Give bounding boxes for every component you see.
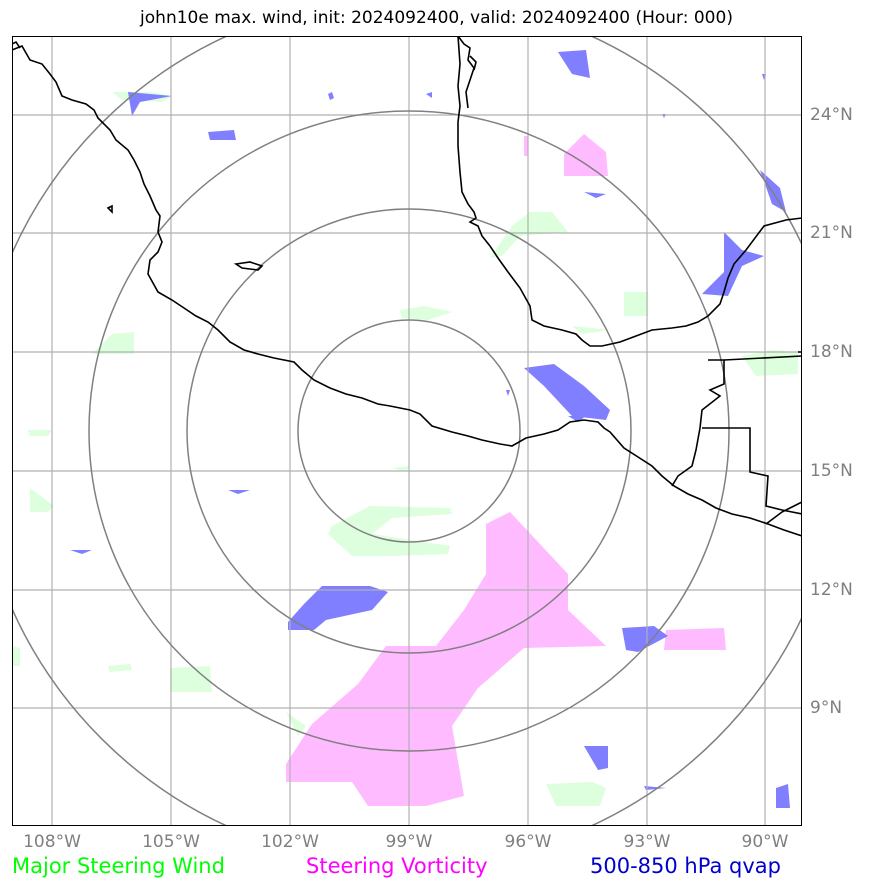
qvap-area	[208, 130, 236, 140]
lon-label-108W: 108°W	[23, 832, 81, 852]
qvap-area	[776, 784, 790, 808]
lat-label-18N: 18°N	[810, 342, 853, 362]
wind-area	[108, 664, 132, 672]
wind-area	[328, 506, 452, 556]
range-ring-2	[186, 208, 632, 654]
range-rings	[12, 36, 802, 826]
qvap-area	[328, 92, 334, 100]
legend-steering-vorticity: Steering Vorticity	[306, 854, 488, 878]
lon-label-96W: 96°W	[504, 832, 552, 852]
qvap-area	[760, 170, 786, 212]
qvap-area	[426, 92, 432, 98]
lon-label-90W: 90°W	[741, 832, 789, 852]
cabo-tip	[12, 40, 21, 49]
qvap-area	[568, 416, 586, 422]
el-salvador-coast	[765, 501, 802, 525]
chiapas-border	[702, 427, 802, 515]
map-border	[12, 36, 802, 826]
lat-label-12N: 12°N	[810, 580, 853, 600]
map-panel	[12, 36, 802, 826]
lon-label-105W: 105°W	[142, 832, 200, 852]
lat-label-21N: 21°N	[810, 223, 853, 243]
guatemala-border	[671, 359, 725, 487]
legend-qvap: 500-850 hPa qvap	[590, 854, 781, 878]
wind-area	[624, 292, 648, 316]
lon-label-99W: 99°W	[385, 832, 433, 852]
steering-vorticity-areas	[286, 134, 726, 806]
map-canvas	[12, 36, 802, 826]
qvap-area	[644, 786, 666, 790]
wind-area	[12, 646, 20, 666]
vorticity-area	[664, 628, 726, 650]
gulf-coast	[457, 36, 802, 347]
range-ring-3	[88, 110, 730, 752]
lat-label-24N: 24°N	[810, 105, 853, 125]
vorticity-area	[286, 512, 606, 806]
wind-area	[546, 782, 606, 806]
wind-area	[572, 326, 610, 334]
qvap-area	[128, 92, 172, 116]
map-title: john10e max. wind, init: 2024092400, val…	[140, 8, 733, 28]
qvap-area	[584, 746, 608, 770]
lat-label-9N: 9°N	[810, 698, 843, 718]
vorticity-area	[524, 136, 528, 156]
legend-steering-wind: Major Steering Wind	[12, 854, 225, 878]
qvap-area	[524, 364, 610, 420]
northeast-lagoon	[469, 55, 477, 71]
yucatan-east	[798, 351, 802, 432]
steering-wind-areas	[12, 92, 798, 806]
wind-area	[92, 332, 134, 354]
belize-border	[723, 355, 802, 361]
wind-area	[170, 666, 212, 692]
lon-label-93W: 93°W	[623, 832, 671, 852]
wind-area	[490, 212, 568, 258]
wind-area	[28, 430, 52, 436]
pacific-coast	[12, 44, 802, 537]
qvap-area	[584, 192, 606, 198]
qvap-area	[288, 586, 388, 630]
qvap-area	[506, 390, 510, 396]
graticule	[12, 36, 802, 826]
tres-marias-island	[233, 261, 264, 271]
vorticity-area	[564, 134, 608, 176]
lon-label-102W: 102°W	[261, 832, 319, 852]
lat-label-15N: 15°N	[810, 461, 853, 481]
wind-area	[30, 488, 54, 512]
small-island	[106, 204, 113, 214]
wind-area	[400, 306, 452, 320]
qvap-area	[70, 550, 92, 554]
coastlines	[12, 36, 802, 537]
qvap-area	[228, 490, 250, 494]
qvap-area	[558, 50, 590, 78]
range-ring-1	[297, 319, 521, 543]
qvap-areas	[70, 50, 790, 808]
wind-area	[286, 712, 306, 736]
gulf-coast-north	[457, 36, 475, 109]
qvap-area	[622, 626, 668, 652]
qvap-area	[702, 232, 764, 296]
